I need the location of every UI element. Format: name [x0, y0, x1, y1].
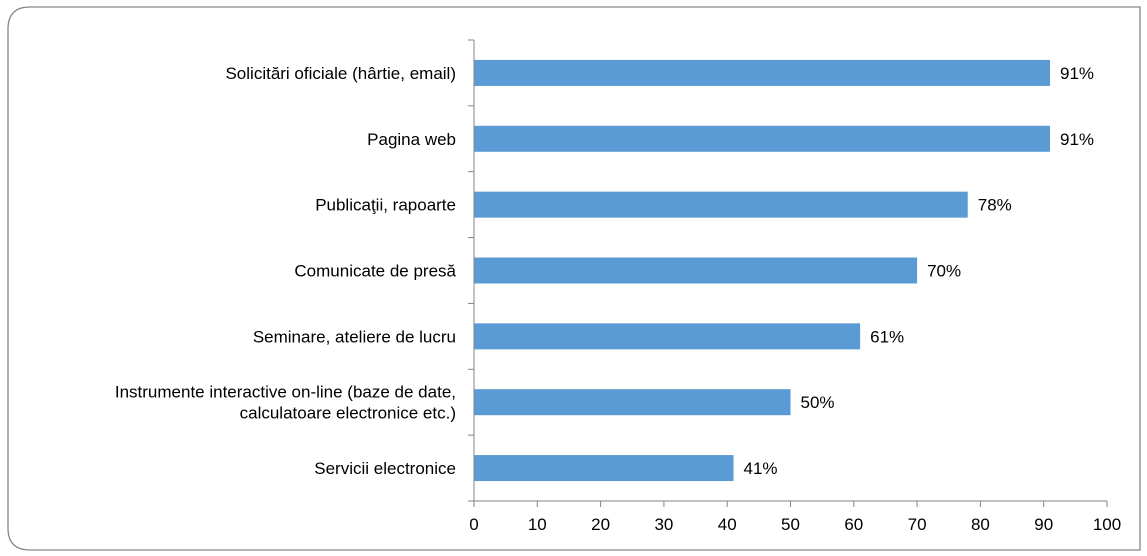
x-tick-label: 60 [844, 515, 863, 534]
category-label: Servicii electronice [314, 459, 456, 478]
x-tick-label: 70 [908, 515, 927, 534]
category-label-line: calculatoare electronice etc.) [240, 404, 456, 423]
bar [474, 125, 1051, 152]
data-label: 41% [744, 459, 778, 478]
bar [474, 389, 791, 416]
bar [474, 191, 968, 218]
x-tick-label: 10 [528, 515, 547, 534]
x-tick-label: 80 [971, 515, 990, 534]
category-label: Solicitări oficiale (hârtie, email) [225, 64, 456, 83]
category-labels: Solicitări oficiale (hârtie, email) Pagin… [115, 64, 457, 478]
x-tick-label: 30 [654, 515, 673, 534]
data-labels: 91% 91% 78% 70% 61% 50% 41% [744, 64, 1095, 478]
category-label-line: Solicitări oficiale (hârtie, email) [225, 64, 456, 83]
x-tick-label: 20 [591, 515, 610, 534]
category-label: Comunicate de presă [294, 262, 456, 281]
data-label: 70% [927, 262, 961, 281]
category-label: Publicaţii, rapoarte [315, 196, 456, 215]
axes [468, 39, 1108, 507]
category-label-line: Instrumente interactive on-line (baze de… [115, 383, 456, 402]
category-label: Pagina web [367, 130, 456, 149]
data-label: 78% [978, 196, 1012, 215]
data-label: 91% [1060, 130, 1094, 149]
category-label-line: Comunicate de presă [294, 262, 456, 281]
bars [474, 59, 1051, 482]
category-label: Seminare, ateliere de lucru [253, 327, 456, 346]
data-label: 61% [870, 327, 904, 346]
category-label: Instrumente interactive on-line (baze de… [115, 383, 456, 423]
bar [474, 455, 734, 482]
x-tick-label: 100 [1093, 515, 1121, 534]
bar [474, 323, 861, 350]
category-label-line: Pagina web [367, 130, 456, 149]
x-tick-labels: 0 10 20 30 40 50 60 70 80 90 100 [469, 515, 1121, 534]
x-tick-label: 0 [469, 515, 478, 534]
bar [474, 59, 1051, 86]
data-label: 50% [801, 393, 835, 412]
category-label-line: Servicii electronice [314, 459, 456, 478]
category-label-line: Publicaţii, rapoarte [315, 196, 456, 215]
category-label-line: Seminare, ateliere de lucru [253, 327, 456, 346]
x-tick-label: 90 [1034, 515, 1053, 534]
data-label: 91% [1060, 64, 1094, 83]
bar [474, 257, 918, 284]
x-tick-label: 40 [718, 515, 737, 534]
x-tick-label: 50 [781, 515, 800, 534]
